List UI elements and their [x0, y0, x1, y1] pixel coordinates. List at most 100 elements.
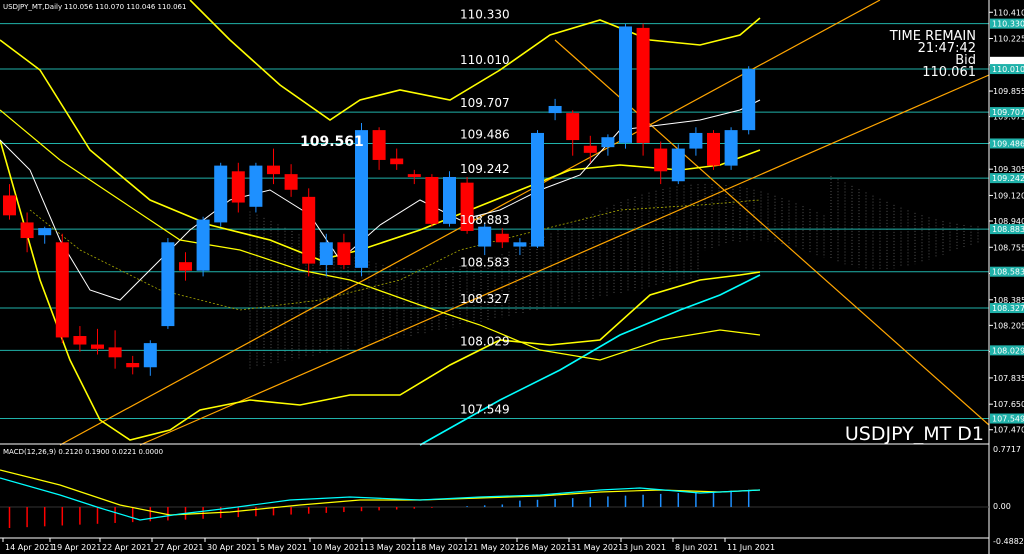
price-tag-label: 108.327	[992, 304, 1024, 313]
price-tag	[990, 266, 1024, 277]
price-tag	[990, 56, 1024, 67]
candle-body	[583, 145, 597, 153]
candle-body	[495, 233, 509, 243]
date-tick-label: 11 Jun 2021	[727, 543, 775, 552]
macd-label: MACD(12,26,9) 0.2120 0.1900 0.0221 0.000…	[3, 448, 163, 456]
level-label: 108.327	[460, 292, 510, 306]
date-tick-label: 5 May 2021	[260, 543, 307, 552]
chart-ohlc: 110.056 110.070 110.046 110.061	[64, 3, 186, 11]
price-tick-label: 108.940	[993, 217, 1024, 226]
candle-body	[284, 174, 298, 190]
price-tag-label: 110.330	[992, 20, 1024, 29]
highlight-price-label: 109.561	[300, 134, 364, 150]
trendline-up-shallow	[139, 74, 990, 446]
bollinger-upper	[189, 0, 761, 121]
candle-body	[548, 105, 562, 114]
candle-body	[20, 222, 34, 239]
price-axis[interactable]: 110.410110.225110.040109.855109.675109.4…	[989, 8, 1024, 435]
date-tick-label: 18 May 2021	[416, 543, 468, 552]
bid-label: Bid	[955, 53, 976, 68]
macd-tick-label: 0.7717	[993, 445, 1021, 454]
level-label: 109.242	[460, 162, 510, 176]
ichimoku-cloud	[249, 175, 979, 369]
date-tick-label: 21 May 2021	[468, 543, 520, 552]
level-label: 110.010	[460, 53, 510, 67]
date-tick-label: 19 Apr 2021	[52, 543, 101, 552]
price-tag	[990, 18, 1024, 29]
envelope-lower	[0, 109, 761, 361]
price-tick-label: 107.650	[993, 400, 1024, 409]
date-tick-label: 8 Jun 2021	[675, 543, 718, 552]
candle-body	[249, 165, 263, 207]
candle-body	[319, 242, 333, 266]
time-remain-label: TIME REMAIN	[889, 29, 976, 44]
level-label: 108.583	[460, 256, 510, 270]
candle-body	[636, 27, 650, 143]
macd-tick-label: 0.00	[993, 502, 1011, 511]
candle-body	[619, 26, 632, 143]
date-tick-label: 27 Apr 2021	[154, 543, 203, 552]
date-tick-label: 30 Apr 2021	[207, 543, 256, 552]
candle-body	[126, 363, 140, 368]
candle-body	[671, 148, 685, 182]
candle-body	[531, 132, 544, 247]
candle-body	[231, 171, 245, 203]
candle-body	[513, 242, 527, 247]
price-tag-label: 108.883	[992, 225, 1024, 234]
candle-body	[689, 132, 703, 149]
candle-body	[196, 219, 210, 271]
candlesticks	[3, 23, 756, 376]
price-tag	[990, 107, 1024, 118]
candle-body	[407, 174, 421, 177]
candle-body	[3, 195, 16, 216]
candle-body	[724, 130, 738, 166]
candle-body	[707, 132, 720, 166]
price-tag-label: 110.061	[992, 58, 1024, 67]
level-label: 110.330	[460, 8, 510, 22]
price-tag-label: 110.010	[992, 65, 1024, 74]
bid-value: 110.061	[922, 65, 976, 80]
price-tag	[990, 138, 1024, 149]
candle-body	[654, 148, 668, 172]
date-tick-label: 26 May 2021	[519, 543, 571, 552]
price-tick-label: 110.225	[993, 35, 1024, 44]
date-tick-label: 22 Apr 2021	[102, 543, 151, 552]
dotted-ma	[29, 199, 761, 311]
candle-body	[355, 130, 368, 268]
chart-title: USDJPY_MT,Daily	[3, 3, 62, 11]
price-tick-label: 109.675	[993, 113, 1024, 122]
price-tag	[990, 224, 1024, 235]
candle-body	[742, 69, 756, 131]
date-tick-label: 14 Apr 2021	[5, 543, 54, 552]
candle-body	[425, 176, 439, 224]
date-tick-label: 3 Jun 2021	[623, 543, 666, 552]
candle-body	[108, 347, 122, 358]
candle-body	[390, 158, 404, 165]
level-label: 108.883	[460, 213, 510, 227]
bollinger-middle	[0, 39, 761, 261]
price-tag	[990, 303, 1024, 314]
price-tag	[990, 173, 1024, 184]
date-tick-label: 10 May 2021	[312, 543, 364, 552]
date-tick-label: 13 May 2021	[364, 543, 416, 552]
price-tag-label: 107.549	[992, 415, 1024, 424]
price-tag-label: 109.486	[992, 139, 1024, 148]
price-tag-label: 108.583	[992, 268, 1024, 277]
level-label: 107.549	[460, 403, 510, 417]
price-tag	[990, 413, 1024, 424]
candle-body	[73, 336, 87, 345]
candle-body	[91, 344, 104, 349]
candle-body	[601, 137, 615, 148]
moving-average-cyan	[419, 274, 761, 446]
price-tag	[990, 345, 1024, 356]
candle-body	[443, 176, 456, 224]
horizontal-levels[interactable]	[0, 23, 989, 420]
candle-body	[460, 182, 474, 231]
price-tick-label: 108.205	[993, 321, 1024, 330]
price-tick-label: 107.470	[993, 426, 1024, 435]
candle-body	[302, 196, 316, 264]
date-tick-label: 31 May 2021	[571, 543, 623, 552]
